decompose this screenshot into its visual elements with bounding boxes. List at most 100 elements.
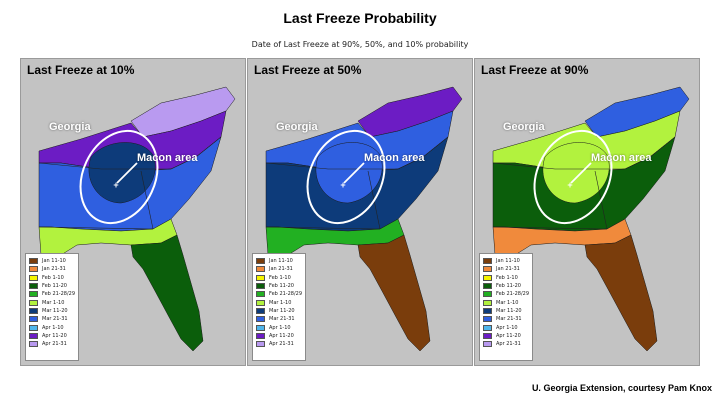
southeast-map: +: [38, 86, 236, 352]
image-credit: U. Georgia Extension, courtesy Pam Knox: [531, 383, 712, 393]
legend-swatch: [256, 258, 265, 265]
panel-title: Last Freeze at 50%: [254, 63, 362, 77]
legend-label: Apr 21-31: [269, 341, 294, 348]
legend-item: Feb 21-28/29: [29, 290, 75, 298]
georgia-label: Georgia: [276, 121, 318, 133]
macon-pointer-line: [570, 162, 592, 184]
panel-title: Last Freeze at 90%: [481, 63, 589, 77]
legend-label: Apr 11-20: [269, 332, 294, 339]
legend-label: Jan 21-31: [269, 266, 293, 273]
legend-item: Feb 21-28/29: [256, 290, 302, 298]
legend-label: Feb 21-28/29: [269, 291, 303, 298]
legend-label: Apr 21-31: [496, 341, 521, 348]
legend-item: Feb 1-10: [29, 274, 75, 282]
map-legend: Jan 11-10 Jan 21-31 Feb 1-10 Feb 11-20 Feb 2…: [252, 253, 306, 361]
georgia-label: Georgia: [49, 121, 91, 133]
legend-swatch: [29, 266, 38, 273]
georgia-outline-circle: [79, 129, 159, 225]
legend-swatch: [256, 316, 265, 323]
legend-swatch: [256, 332, 265, 339]
macon-marker-icon: +: [340, 180, 345, 190]
legend-item: Apr 1-10: [29, 323, 75, 331]
legend-swatch: [29, 332, 38, 339]
legend-label: Feb 21-28/29: [496, 291, 530, 298]
legend-item: Jan 11-10: [256, 257, 302, 265]
legend-label: Jan 11-10: [42, 258, 66, 265]
legend-label: Jan 11-10: [269, 258, 293, 265]
state-border: [265, 226, 381, 230]
legend-item: Jan 21-31: [29, 265, 75, 273]
legend-item: Feb 21-28/29: [483, 290, 529, 298]
region-florida: [584, 234, 658, 352]
legend-item: Jan 21-31: [256, 265, 302, 273]
legend-label: Mar 1-10: [269, 299, 292, 306]
legend-swatch: [483, 291, 492, 298]
legend-label: Jan 21-31: [42, 266, 66, 273]
region-ga-center: [88, 142, 156, 204]
legend-label: Feb 21-28/29: [42, 291, 76, 298]
legend-swatch: [29, 299, 38, 306]
legend-item: Apr 1-10: [256, 323, 302, 331]
macon-area-label: Macon area: [137, 152, 198, 164]
map-legend: Jan 11-10 Jan 21-31 Feb 1-10 Feb 11-20 Feb 2…: [25, 253, 79, 361]
macon-pointer-line: [343, 162, 365, 184]
legend-swatch: [483, 324, 492, 331]
legend-swatch: [29, 341, 38, 348]
georgia-outline-circle: [306, 129, 386, 225]
region-florida: [130, 234, 204, 352]
legend-swatch: [29, 324, 38, 331]
map-panel-10-percent: + Last Freeze at 10% Georgia Macon area …: [20, 58, 246, 366]
legend-label: Apr 1-10: [496, 324, 518, 331]
state-border: [38, 162, 171, 170]
legend-swatch: [483, 332, 492, 339]
legend-label: Apr 1-10: [42, 324, 64, 331]
legend-label: Apr 11-20: [42, 332, 67, 339]
legend-label: Jan 11-10: [496, 258, 520, 265]
southeast-map: +: [265, 86, 463, 352]
legend-label: Apr 21-31: [42, 341, 67, 348]
legend-label: Mar 21-31: [42, 316, 68, 323]
legend-label: Feb 11-20: [496, 283, 521, 290]
region-ga-center: [315, 142, 383, 204]
legend-item: Feb 11-20: [483, 282, 529, 290]
legend-item: Apr 11-20: [29, 332, 75, 340]
map-panel-50-percent: + Last Freeze at 50% Georgia Macon area …: [247, 58, 473, 366]
panel-title: Last Freeze at 10%: [27, 63, 135, 77]
legend-swatch: [29, 283, 38, 290]
state-border: [624, 136, 676, 170]
legend-label: Feb 11-20: [42, 283, 67, 290]
legend-item: Mar 11-20: [256, 307, 302, 315]
macon-pointer-line: [116, 162, 138, 184]
legend-item: Feb 1-10: [256, 274, 302, 282]
legend-swatch: [29, 316, 38, 323]
georgia-label: Georgia: [503, 121, 545, 133]
legend-label: Feb 11-20: [269, 283, 294, 290]
legend-item: Feb 11-20: [256, 282, 302, 290]
legend-label: Feb 1-10: [269, 274, 291, 281]
state-border: [397, 136, 449, 170]
state-border: [492, 162, 625, 170]
legend-item: Apr 21-31: [29, 340, 75, 348]
map-panel-90-percent: + Last Freeze at 90% Georgia Macon area …: [474, 58, 700, 366]
legend-swatch: [483, 266, 492, 273]
southeast-map: +: [492, 86, 690, 352]
legend-label: Feb 1-10: [496, 274, 518, 281]
legend-swatch: [483, 258, 492, 265]
legend-label: Jan 21-31: [496, 266, 520, 273]
state-border: [170, 136, 222, 170]
legend-swatch: [256, 274, 265, 281]
legend-swatch: [29, 274, 38, 281]
legend-label: Mar 1-10: [42, 299, 65, 306]
legend-item: Jan 11-10: [29, 257, 75, 265]
legend-swatch: [256, 266, 265, 273]
legend-swatch: [483, 307, 492, 314]
legend-swatch: [256, 291, 265, 298]
legend-item: Apr 21-31: [256, 340, 302, 348]
legend-label: Mar 11-20: [269, 307, 295, 314]
legend-item: Jan 11-10: [483, 257, 529, 265]
macon-area-label: Macon area: [591, 152, 652, 164]
legend-label: Apr 11-20: [496, 332, 521, 339]
legend-item: Apr 21-31: [483, 340, 529, 348]
macon-marker-icon: +: [567, 180, 572, 190]
legend-item: Jan 21-31: [483, 265, 529, 273]
